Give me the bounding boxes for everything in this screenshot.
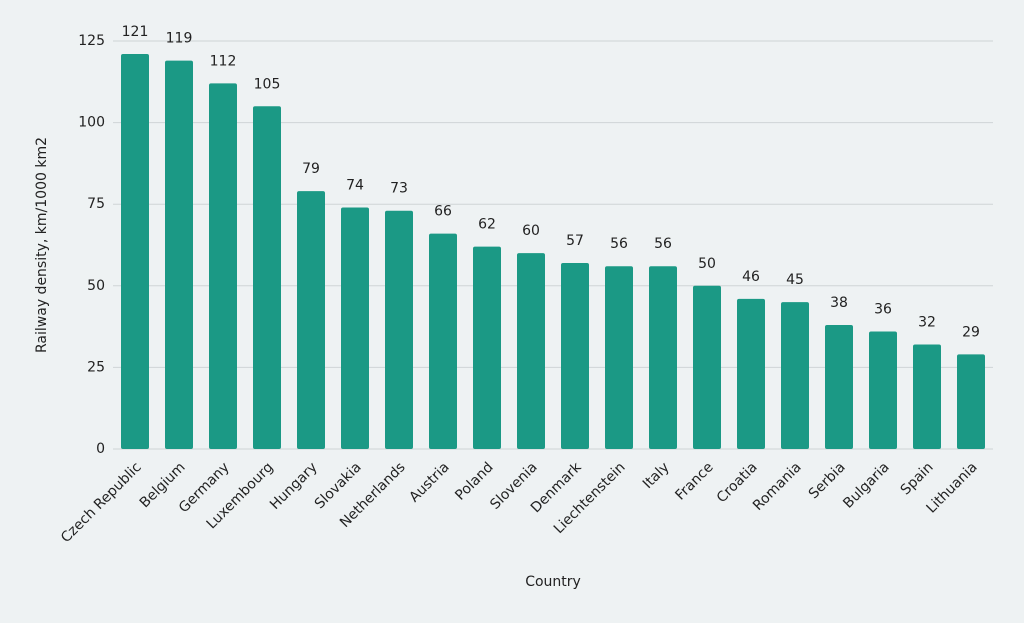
bar [737, 298, 765, 449]
x-tick-label: France [672, 459, 716, 503]
data-label: 121 [122, 24, 149, 40]
y-tick-label: 0 [96, 441, 105, 457]
y-tick-label: 100 [78, 115, 105, 131]
bar [209, 83, 237, 449]
data-label: 57 [566, 233, 584, 249]
y-tick-label: 125 [78, 33, 105, 49]
data-label: 45 [786, 272, 804, 288]
y-tick-label: 75 [87, 196, 105, 212]
x-tick-label: Italy [640, 459, 673, 492]
data-label: 60 [522, 223, 540, 239]
bar [297, 191, 325, 450]
bar [341, 207, 369, 449]
bar [473, 246, 501, 449]
x-tick-label: Romania [750, 459, 805, 514]
data-label: 56 [610, 236, 628, 252]
y-tick-label: 25 [87, 359, 105, 375]
bar [825, 324, 853, 449]
bar [253, 106, 281, 449]
x-tick-label: Hungary [267, 459, 321, 513]
bar [913, 344, 941, 449]
x-tick-label: Poland [452, 459, 496, 503]
x-tick-label: Serbia [806, 459, 849, 502]
data-label: 119 [166, 31, 193, 47]
x-tick-label: Bulgaria [840, 459, 892, 511]
bar [869, 331, 897, 449]
bar [649, 266, 677, 449]
bar [517, 253, 545, 449]
data-label: 105 [254, 76, 281, 92]
data-label: 38 [830, 295, 848, 311]
bar [693, 285, 721, 449]
data-label: 56 [654, 236, 672, 252]
y-axis-title: Railway density, km/1000 km2 [34, 137, 50, 353]
data-label: 79 [302, 161, 320, 177]
data-label: 112 [210, 53, 237, 69]
data-label: 73 [390, 181, 408, 197]
bar [385, 210, 413, 449]
bar [781, 302, 809, 449]
x-axis-title: Country [525, 574, 581, 590]
data-label: 46 [742, 269, 760, 285]
x-tick-label: Austria [406, 459, 452, 505]
data-label: 74 [346, 177, 364, 193]
bar [121, 54, 149, 449]
x-tick-label: Spain [898, 459, 937, 498]
bar [957, 354, 985, 449]
y-tick-label: 50 [87, 278, 105, 294]
bar [561, 262, 589, 449]
bar [605, 266, 633, 449]
data-label: 29 [962, 324, 980, 340]
bar [429, 233, 457, 449]
bar [165, 60, 193, 450]
data-label: 36 [874, 301, 892, 317]
x-tick-label: Czech Republic [58, 459, 145, 546]
data-label: 50 [698, 256, 716, 272]
data-label: 66 [434, 204, 452, 220]
data-label: 32 [918, 315, 936, 331]
data-label: 62 [478, 217, 496, 233]
